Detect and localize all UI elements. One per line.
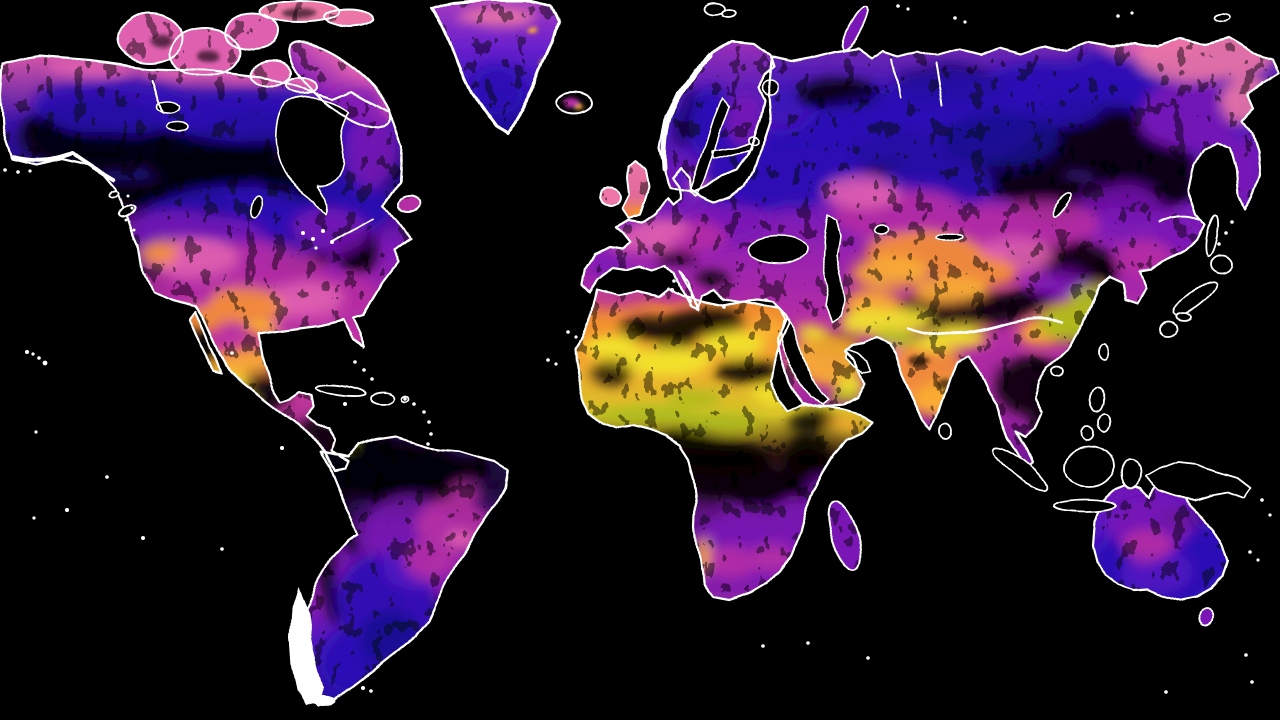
island-haida-gwaii [108, 191, 120, 201]
sea-caspian [822, 213, 846, 323]
ice-patagonia-coast [289, 588, 324, 706]
ice-and-snow [10, 54, 1064, 706]
island-java [1054, 499, 1116, 513]
river-mackenzie [151, 79, 164, 113]
small-island-dots [3, 4, 1272, 694]
seas-and-lakes [156, 80, 1074, 406]
island-sri-lanka [940, 423, 954, 441]
river-amur [1161, 215, 1200, 223]
river-st-lawrence [331, 217, 373, 241]
lake-aral [874, 224, 890, 236]
river-yenisei [935, 63, 944, 105]
aleutian-dots [3, 168, 32, 174]
ice-himalaya [906, 317, 1064, 335]
island-novaya-zemlya [841, 5, 869, 51]
island-hokkaido [1209, 253, 1233, 273]
pacific-dots [32, 351, 284, 551]
island-visayas [1099, 414, 1113, 434]
lake-winnipeg [249, 195, 263, 219]
lake-baikal [1052, 193, 1074, 217]
island-shapes [108, 1, 1252, 628]
arctic-dots [896, 4, 1134, 24]
island-luzon [1089, 386, 1105, 414]
caribbean-dots [343, 360, 433, 446]
island-cuba [314, 383, 366, 397]
island-svalbard-east [722, 8, 738, 18]
island-kyushu [1160, 321, 1178, 337]
island-svalbard [703, 1, 727, 15]
sea-black-sea [748, 235, 808, 265]
sea-persian-gulf [843, 349, 873, 375]
ice-norway-coast [662, 54, 712, 173]
kuril-dots [1217, 220, 1234, 246]
sea-baltic [689, 97, 753, 197]
oceania-dots [1164, 498, 1272, 694]
atlantic-dots [361, 330, 870, 693]
island-new-guinea [1144, 461, 1252, 500]
lake-balkhash [936, 232, 964, 242]
island-honshu [1174, 279, 1218, 317]
rockies-snow-dots [124, 194, 136, 232]
island-borneo [1065, 446, 1115, 488]
island-sakhalin [1203, 213, 1219, 257]
sea-hudson-bay [275, 96, 350, 215]
island-shikoku [1176, 312, 1192, 322]
island-sumatra [991, 446, 1049, 494]
island-tasmania [1197, 608, 1213, 628]
island-hispaniola [369, 391, 395, 405]
island-mindanao [1082, 426, 1096, 442]
mediterranean-dots [670, 279, 768, 309]
river-ob [892, 57, 901, 97]
rivers [151, 57, 1200, 241]
ice-alaska-coast [10, 152, 116, 183]
lake-great-slave [165, 120, 189, 132]
island-wrangel [1213, 11, 1231, 21]
hawaii-dots [25, 350, 48, 366]
island-sulawesi [1121, 458, 1141, 490]
island-hainan [1050, 366, 1064, 378]
great-lakes-dots [301, 229, 334, 250]
ice-tierra-del-fuego [309, 696, 335, 706]
island-taiwan [1098, 342, 1110, 360]
